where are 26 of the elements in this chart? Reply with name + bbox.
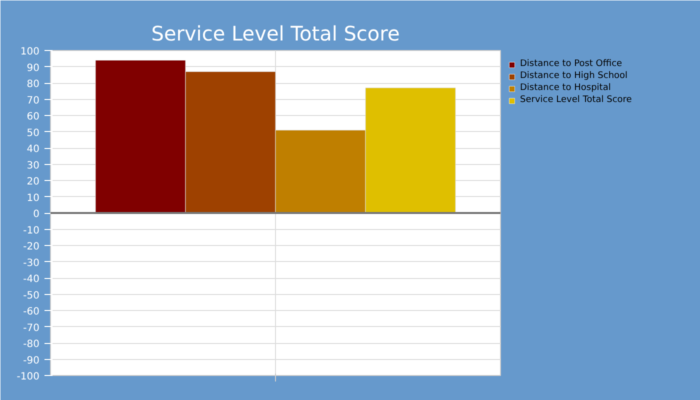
y-tick-label: -10 [23, 225, 40, 236]
y-tick-label: -20 [23, 242, 40, 252]
y-tick-label: -80 [23, 339, 40, 350]
y-tick-label: 40 [26, 144, 40, 155]
y-tick-label: 0 [33, 209, 40, 220]
y-tick-label: 100 [20, 46, 40, 58]
y-tick-label: 60 [26, 112, 40, 122]
y-tick-label: -90 [23, 355, 40, 366]
legend-label: Distance to High School [520, 70, 629, 82]
y-tick-label: -30 [23, 258, 40, 269]
y-tick-label: 80 [26, 79, 40, 90]
y-tick-label: 20 [26, 176, 40, 188]
y-tick-label: 50 [26, 128, 40, 139]
y-tick-label: -70 [23, 322, 40, 334]
y-tick-label: -50 [23, 290, 40, 302]
y-tick-label: 30 [26, 160, 40, 172]
legend-label: Distance to Post Office [520, 58, 624, 70]
legend-label: Distance to Hospital [520, 82, 612, 94]
y-tick-label: -60 [23, 306, 40, 318]
y-tick-label: 10 [26, 192, 40, 204]
legend-label: Service Level Total Score [520, 94, 633, 106]
chart-title: Service Level Total Score [151, 22, 400, 46]
y-tick-label: -100 [16, 372, 40, 382]
y-tick-label: 90 [26, 62, 40, 74]
y-tick-label: -40 [23, 274, 40, 285]
y-tick-label: 70 [26, 95, 40, 106]
